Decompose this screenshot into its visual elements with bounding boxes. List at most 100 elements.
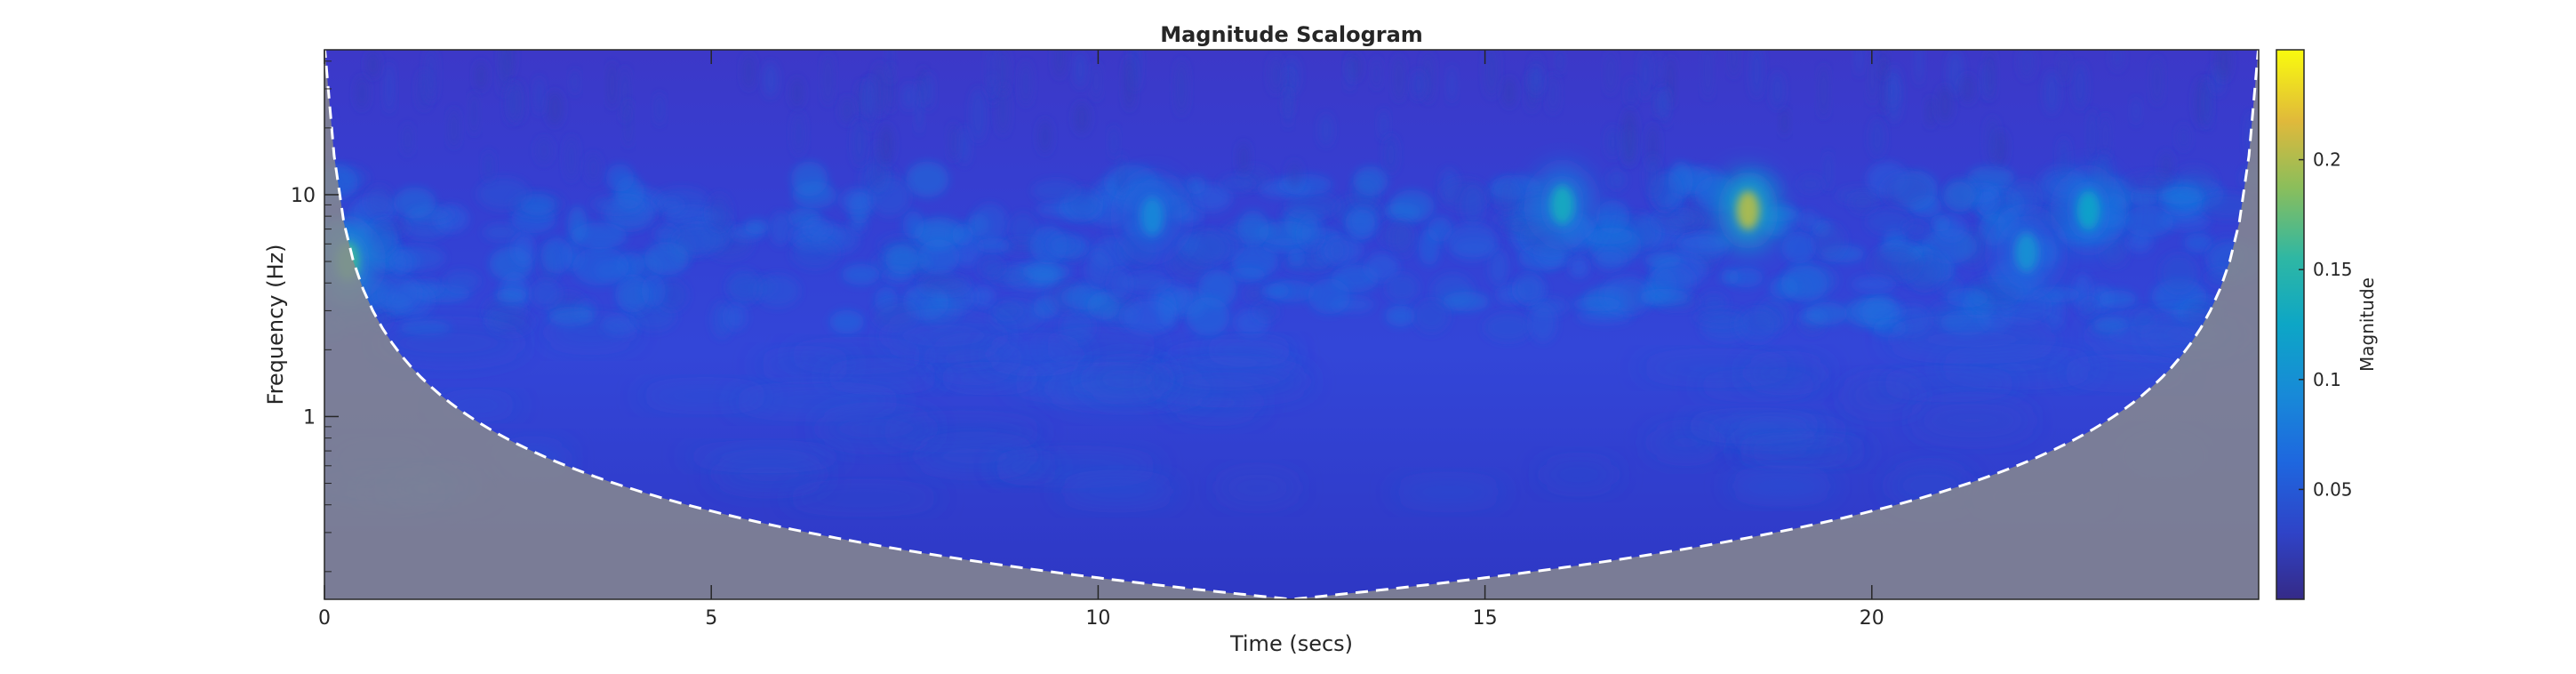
texture-band <box>755 353 856 376</box>
texture-blob <box>1389 189 1435 223</box>
texture-streak <box>1074 102 1091 134</box>
texture-blob <box>839 188 876 213</box>
texture-blob <box>512 232 535 266</box>
scalogram-texture <box>324 50 2259 510</box>
texture-streak <box>534 76 545 116</box>
texture-blob <box>1868 246 1920 281</box>
texture-streak <box>1547 74 1559 114</box>
texture-blob <box>744 219 770 235</box>
texture-streak <box>822 53 834 106</box>
texture-blob <box>659 197 684 213</box>
plot-frame <box>324 49 2260 600</box>
texture-band <box>1876 373 2021 395</box>
texture-blob <box>1299 216 1324 252</box>
texture-streak <box>366 51 380 78</box>
texture-blob <box>755 275 800 308</box>
texture-streak <box>1985 50 1996 100</box>
x-tick-label: 5 <box>705 607 717 630</box>
texture-blob <box>2160 211 2211 230</box>
texture-blob <box>1644 252 1683 269</box>
texture-streak <box>1638 50 1652 100</box>
texture-streak <box>1824 150 1832 192</box>
texture-blob <box>1805 301 1848 325</box>
texture-blob <box>1904 221 1929 238</box>
texture-band <box>682 447 848 466</box>
texture-streak <box>1656 84 1669 119</box>
texture-streak <box>1879 59 1887 116</box>
texture-streak <box>384 62 395 114</box>
texture-blob <box>1720 269 1740 285</box>
texture-blob <box>1121 298 1177 334</box>
texture-blob <box>1852 300 1905 323</box>
texture-blob <box>1461 186 1484 225</box>
texture-blob <box>917 239 960 276</box>
texture-blob <box>1569 256 1589 278</box>
texture-blob <box>1260 283 1290 299</box>
texture-blob <box>1798 210 1819 230</box>
x-tick-label: 20 <box>1860 607 1884 630</box>
texture-blob <box>972 203 1008 243</box>
y-axis-ticks: 1 10 <box>291 60 339 573</box>
texture-streak <box>957 126 971 165</box>
texture-blob <box>885 244 919 275</box>
texture-streak <box>607 61 617 109</box>
texture-blob <box>770 212 791 245</box>
texture-band <box>1742 358 1829 388</box>
texture-blob <box>591 195 644 213</box>
texture-blob <box>829 309 864 334</box>
texture-blob <box>804 218 831 240</box>
texture-blob <box>1364 253 1399 282</box>
x-axis-label: Time (secs) <box>1229 631 1353 656</box>
texture-band <box>730 389 906 414</box>
texture-band <box>1200 341 1298 360</box>
hotspot <box>1736 190 1760 230</box>
texture-band <box>542 318 638 348</box>
y-tick-label: 10 <box>291 185 316 207</box>
texture-streak <box>1175 59 1188 116</box>
texture-blob <box>1594 248 1626 270</box>
texture-streak <box>1959 74 1976 103</box>
texture-streak <box>1484 50 1499 98</box>
texture-streak <box>923 73 934 110</box>
texture-band <box>1143 363 1313 400</box>
texture-blob <box>952 223 973 246</box>
texture-streak <box>840 97 854 124</box>
texture-blob <box>972 286 995 309</box>
texture-streak <box>2215 50 2232 81</box>
texture-streak <box>1345 57 1355 92</box>
colorbar-tick-label: 0.15 <box>2313 259 2353 280</box>
texture-band <box>1911 403 2034 438</box>
texture-blob <box>674 223 727 256</box>
texture-blob <box>2080 298 2099 318</box>
texture-blob <box>1852 277 1896 293</box>
texture-blob <box>1047 234 1079 256</box>
texture-streak <box>1819 64 1828 118</box>
texture-blob <box>1514 273 1542 304</box>
texture-blob <box>1108 267 1132 302</box>
texture-streak <box>484 151 494 182</box>
texture-blob <box>1391 220 1415 257</box>
texture-blob <box>979 256 1005 278</box>
hotspot <box>2076 190 2100 230</box>
texture-band <box>783 487 943 510</box>
texture-blob <box>791 237 839 269</box>
texture-blob <box>1308 278 1350 315</box>
texture-streak <box>2044 71 2060 115</box>
texture-streak <box>864 76 877 130</box>
texture-blob <box>1032 180 1080 202</box>
texture-band <box>1084 361 1171 397</box>
texture-blob <box>1653 211 1702 231</box>
texture-band <box>1884 323 2060 357</box>
chart-title: Magnitude Scalogram <box>1160 22 1423 47</box>
texture-blob <box>605 164 635 192</box>
texture-streak <box>1287 160 1302 189</box>
texture-streak <box>536 137 552 164</box>
texture-band <box>1681 415 1828 437</box>
texture-blob <box>790 161 828 197</box>
texture-streak <box>1447 65 1457 103</box>
texture-streak <box>2073 62 2088 109</box>
texture-blob <box>1882 173 1932 208</box>
texture-blob <box>1584 228 1635 245</box>
texture-streak <box>1915 50 1924 85</box>
texture-streak <box>916 79 924 134</box>
